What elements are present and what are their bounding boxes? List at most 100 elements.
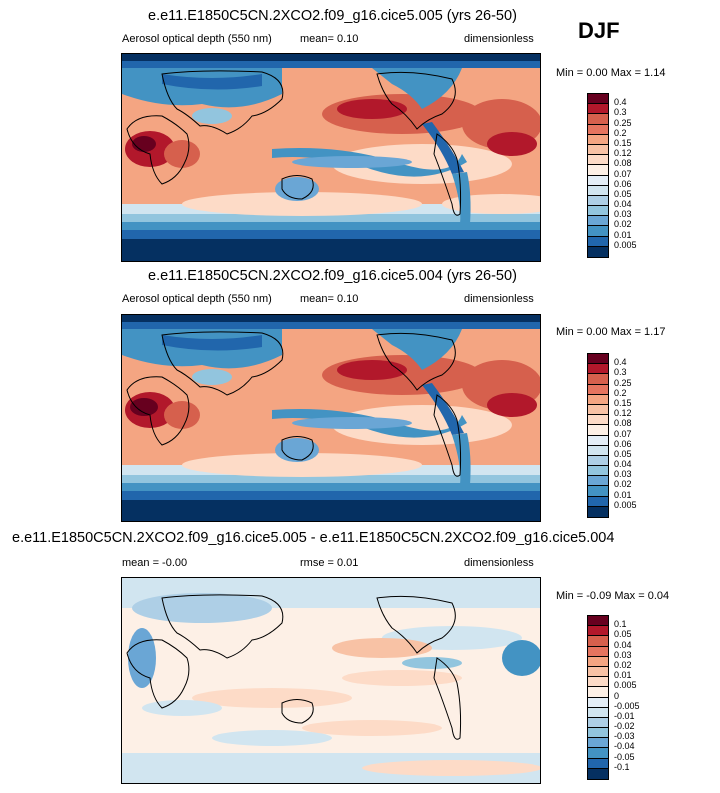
colorbar-swatch xyxy=(588,466,608,477)
colorbar-level-label: 0.3 xyxy=(614,107,627,118)
colorbar-swatch xyxy=(588,415,608,426)
colorbar-swatch xyxy=(588,616,608,627)
colorbar-swatch xyxy=(588,425,608,436)
colorbar-level-label: 0.2 xyxy=(614,387,627,398)
panel2-colorbar xyxy=(587,353,609,518)
colorbar-swatch xyxy=(588,435,608,446)
colorbar-level-label: 0.25 xyxy=(614,117,632,128)
colorbar-swatch xyxy=(588,155,608,166)
panel1-map-svg xyxy=(122,54,540,261)
colorbar-level-label: 0.12 xyxy=(614,148,632,159)
colorbar-level-label: -0.1 xyxy=(614,761,630,772)
colorbar-level-label: 0.02 xyxy=(614,659,632,670)
colorbar-level-label: 0.06 xyxy=(614,178,632,189)
colorbar-level-label: 0.01 xyxy=(614,489,632,500)
colorbar-level-label: 0.02 xyxy=(614,219,632,230)
colorbar-swatch xyxy=(588,646,608,657)
colorbar-swatch xyxy=(588,124,608,135)
panel1-minmax: Min = 0.00 Max = 1.14 xyxy=(556,67,666,79)
colorbar-swatch xyxy=(588,626,608,637)
colorbar-level-label: 0.03 xyxy=(614,209,632,220)
panel1-variable: Aerosol optical depth (550 nm) xyxy=(122,33,272,45)
panel2-map xyxy=(121,314,541,522)
colorbar-level-label: -0.02 xyxy=(614,721,635,732)
colorbar-swatch xyxy=(588,455,608,467)
colorbar-level-label: 0.2 xyxy=(614,127,627,138)
colorbar-swatch xyxy=(588,707,608,718)
colorbar-swatch xyxy=(588,144,608,156)
colorbar-swatch xyxy=(588,506,608,517)
colorbar-swatch xyxy=(588,404,608,416)
colorbar-swatch xyxy=(588,384,608,395)
colorbar-swatch xyxy=(588,374,608,385)
panel3-units: dimensionless xyxy=(464,557,534,569)
colorbar-swatch xyxy=(588,114,608,125)
colorbar-level-label: -0.005 xyxy=(614,700,640,711)
panel3-colorbar-labels: 0.1 0.05 0.04 0.03 0.02 0.01 0.005 0 -0.005 -0.01… xyxy=(614,615,654,778)
colorbar-level-label: 0 xyxy=(614,690,620,701)
panel2-minmax: Min = 0.00 Max = 1.17 xyxy=(556,326,666,338)
colorbar-swatch xyxy=(588,445,608,456)
panel3-map xyxy=(121,577,541,784)
colorbar-swatch xyxy=(588,768,608,779)
colorbar-level-label: -0.03 xyxy=(614,731,635,742)
colorbar-level-label: 0.04 xyxy=(614,459,632,470)
colorbar-swatch xyxy=(588,697,608,708)
colorbar-swatch xyxy=(588,364,608,375)
panel3-rmse: rmse = 0.01 xyxy=(300,557,359,569)
colorbar-level-label: 0.02 xyxy=(614,479,632,490)
panel1-map xyxy=(121,53,541,262)
colorbar-level-label: 0.1 xyxy=(614,619,627,630)
colorbar-swatch xyxy=(588,738,608,749)
panel2-colorbar-labels: 0.4 0.3 0.25 0.2 0.15 0.12 0.08 0.07 0.06 0.05 0.0… xyxy=(614,353,654,516)
colorbar-swatch xyxy=(588,717,608,729)
colorbar-swatch xyxy=(588,165,608,176)
colorbar-level-label: 0.07 xyxy=(614,168,632,179)
colorbar-swatch xyxy=(588,728,608,739)
colorbar-swatch xyxy=(588,206,608,217)
colorbar-level-label: 0.005 xyxy=(614,680,637,691)
colorbar-level-label: 0.03 xyxy=(614,649,632,660)
colorbar-swatch xyxy=(588,246,608,257)
colorbar-level-label: 0.05 xyxy=(614,188,632,199)
panel1-title: e.e11.E1850C5CN.2XCO2.f09_g16.cice5.005 … xyxy=(148,8,517,24)
colorbar-swatch xyxy=(588,476,608,487)
colorbar-swatch xyxy=(588,666,608,678)
colorbar-swatch xyxy=(588,134,608,145)
colorbar-level-label: 0.04 xyxy=(614,199,632,210)
colorbar-level-label: 0.15 xyxy=(614,137,632,148)
colorbar-level-label: 0.4 xyxy=(614,357,627,368)
colorbar-swatch xyxy=(588,94,608,105)
panel3-map-svg xyxy=(122,578,540,783)
panel2-mean: mean= 0.10 xyxy=(300,293,359,305)
colorbar-level-label: 0.06 xyxy=(614,438,632,449)
colorbar-level-label: 0.05 xyxy=(614,448,632,459)
colorbar-swatch xyxy=(588,656,608,667)
colorbar-level-label: 0.05 xyxy=(614,629,632,640)
colorbar-level-label: 0.08 xyxy=(614,418,632,429)
colorbar-level-label: 0.04 xyxy=(614,639,632,650)
colorbar-swatch xyxy=(588,175,608,186)
panel1-colorbar-labels: 0.4 0.3 0.25 0.2 0.15 0.12 0.08 0.07 0.06 0.05 0.0… xyxy=(614,93,654,256)
panel3-title: e.e11.E1850C5CN.2XCO2.f09_g16.cice5.005 … xyxy=(12,530,615,546)
panel2-variable: Aerosol optical depth (550 nm) xyxy=(122,293,272,305)
colorbar-swatch xyxy=(588,394,608,405)
colorbar-level-label: -0.01 xyxy=(614,710,635,721)
panel2-title: e.e11.E1850C5CN.2XCO2.f09_g16.cice5.004 … xyxy=(148,268,517,284)
colorbar-level-label: 0.005 xyxy=(614,239,637,250)
panel1-units: dimensionless xyxy=(464,33,534,45)
colorbar-level-label: 0.07 xyxy=(614,428,632,439)
colorbar-level-label: 0.12 xyxy=(614,408,632,419)
panel3-mean: mean = -0.00 xyxy=(122,557,188,569)
colorbar-level-label: 0.15 xyxy=(614,397,632,408)
colorbar-swatch xyxy=(588,195,608,207)
colorbar-swatch xyxy=(588,185,608,196)
colorbar-level-label: 0.4 xyxy=(614,97,627,108)
colorbar-level-label: 0.005 xyxy=(614,499,637,510)
panel1-colorbar xyxy=(587,93,609,258)
colorbar-swatch xyxy=(588,748,608,759)
panel3-colorbar xyxy=(587,615,609,780)
colorbar-level-label: 0.25 xyxy=(614,377,632,388)
colorbar-level-label: 0.3 xyxy=(614,367,627,378)
panel2-units: dimensionless xyxy=(464,293,534,305)
